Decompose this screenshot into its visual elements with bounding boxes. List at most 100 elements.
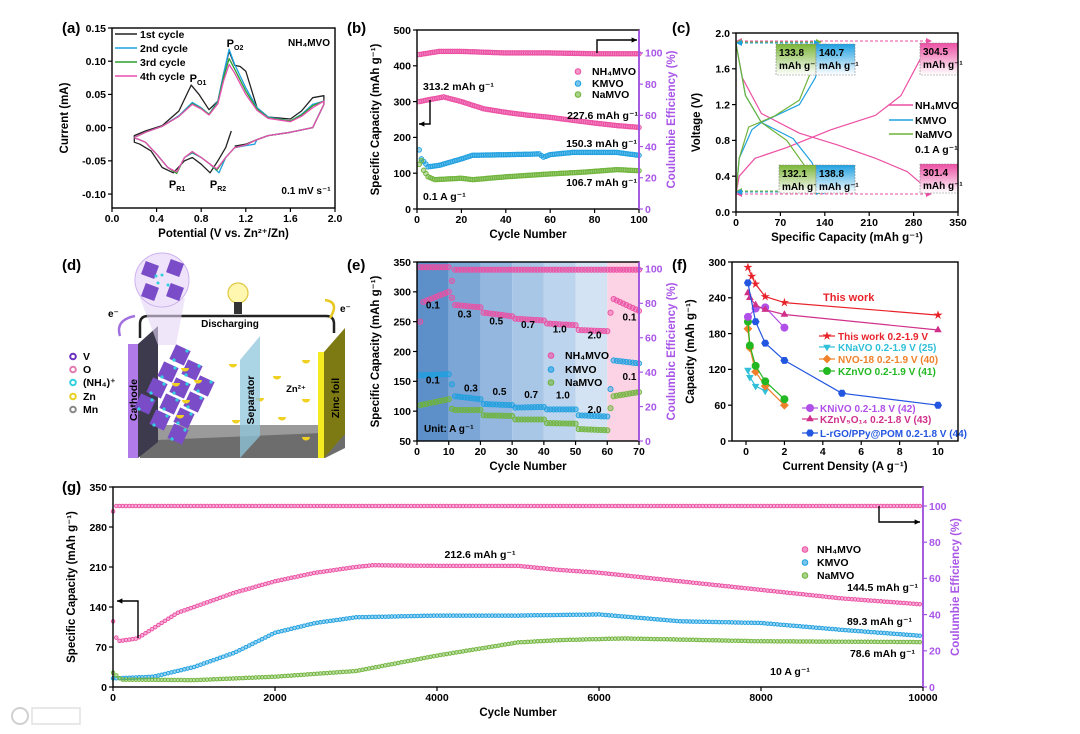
data-point-kznv-o-0-2-1-8-v-43 — [746, 293, 754, 300]
x-tick-label: 8 — [897, 446, 903, 458]
data-point-nh-mvo — [152, 624, 158, 630]
legend-item-nh-mvo: NH₄MVO — [574, 66, 636, 78]
panel-label: (g) — [62, 479, 81, 496]
y-tick-label: 100 — [393, 168, 411, 180]
rate-band-2 — [480, 262, 513, 441]
legend-label: NH₄MVO — [915, 100, 959, 112]
y-tick-label: 1.2 — [715, 99, 730, 111]
arrow-head — [926, 38, 932, 44]
data-point-nh-mvo — [604, 328, 611, 335]
callout-unit: mAh g⁻¹ — [819, 182, 859, 193]
legend-label: This work 0.2-1.9 V — [838, 332, 928, 343]
x-tick-label: 60 — [601, 446, 613, 458]
legend-item-1st-cycle: 1st cycle — [115, 29, 185, 41]
legend-label: L-rGO/PPy@POM 0.2-1.8 V (44) — [820, 429, 967, 440]
x-tick-label: 10 — [932, 446, 944, 458]
legend-item-knavo-0-2-1-9-v-25: KNaVO 0.2-1.9 V (25) — [819, 343, 936, 354]
data-point-kznv-o-0-2-1-8-v-43 — [780, 310, 789, 317]
callout-box — [815, 164, 856, 194]
rate-label: 0.3 — [458, 309, 472, 320]
rate-band-1 — [448, 262, 481, 441]
legend-label: KMVO — [915, 115, 947, 127]
data-point-nh-mvo — [114, 635, 119, 640]
rate-label: 0.1 — [426, 376, 440, 387]
data-point-nh-mvo-ce — [629, 266, 636, 273]
data-point-nh-mvo — [420, 298, 427, 306]
y-tick-label: 0.00 — [86, 122, 107, 134]
series-line-nh-mvo-charge — [735, 43, 930, 195]
magnifier-cone — [140, 298, 185, 345]
legend-marker — [574, 80, 582, 87]
ammonium-dot — [173, 366, 177, 370]
zinc-ion — [302, 437, 318, 441]
legend-marker — [806, 429, 814, 437]
data-point-namvo — [917, 639, 923, 645]
ammonium-dot — [183, 428, 187, 432]
capacity-callout: 301.4 mAh g⁻¹ — [919, 163, 963, 194]
legend-item-4th-cycle: 4th cycle — [115, 71, 185, 83]
legend-item-l-rgo-ppy-pom-0-2-1-8-v-44: L-rGO/PPy@POM 0.2-1.8 V (44) — [802, 429, 967, 440]
y2-tick-label: 60 — [645, 333, 657, 345]
data-point-nh-mvo — [159, 620, 164, 626]
data-point-nh-mvo — [417, 318, 424, 325]
data-point-namvo — [114, 673, 119, 678]
data-point-namvo — [528, 416, 535, 423]
data-point-nh-mvo — [146, 628, 151, 634]
legend-label: NH₄MVO — [817, 544, 861, 556]
plot-frame — [735, 32, 959, 213]
x-tick-label: 2 — [781, 446, 787, 458]
zinc-foil-face — [324, 328, 345, 458]
y-tick-label: 0.15 — [86, 23, 107, 35]
data-point-namvo — [445, 396, 452, 403]
zinc-ion — [232, 420, 248, 424]
data-point-this-work-0-2-1-9-v — [747, 271, 757, 281]
data-point-nh-mvo — [432, 293, 440, 300]
x-axis-label: Potential (V vs. Zn²⁺/Zn) — [158, 228, 289, 240]
panel-label: (d) — [62, 257, 81, 274]
capacity-annotation: 106.7 mAh g⁻¹ — [566, 177, 637, 189]
data-point-l-rgo-ppy-pom-0-2-1-8-v-44 — [751, 318, 760, 326]
legend-item-kmvo: KMVO — [801, 557, 849, 569]
ammonium-dot — [209, 380, 213, 384]
x-tick-label: 1.6 — [283, 213, 298, 225]
data-point-this-work-0-2-1-9-v — [743, 262, 753, 272]
legend-marker — [547, 379, 555, 386]
data-point-nh-mvo-ce — [563, 266, 570, 273]
x-axis-label: Specific Capacity (mAh g⁻¹) — [771, 232, 923, 244]
y-tick-label: 1.6 — [715, 64, 730, 76]
y-tick-label: 150 — [393, 376, 411, 388]
legend-marker — [801, 572, 809, 579]
data-point-kmvo — [550, 406, 557, 413]
legend-item-2nd-cycle: 2nd cycle — [115, 43, 188, 55]
zinc-ion — [176, 415, 192, 419]
y2-tick-label: 60 — [929, 573, 941, 585]
legend-dot — [69, 405, 77, 414]
data-point-nh-mvo — [139, 633, 145, 638]
zinc-ion — [273, 376, 289, 380]
data-point-nh-mvo-ce — [616, 266, 624, 273]
data-point-namvo — [448, 405, 455, 412]
callout-value: 133.8 — [779, 48, 804, 59]
legend-item-namvo: NaMVO — [889, 129, 952, 141]
plot-frame — [731, 261, 959, 442]
rate-label: 1.0 — [556, 391, 570, 402]
panel-label: (a) — [62, 20, 80, 37]
x-tick-label: 60 — [544, 214, 556, 226]
x-tick-label: 0 — [743, 446, 749, 458]
legend-label: (NH₄)⁺ — [83, 377, 116, 389]
y2-axis-label: Coulumbie Efficiency (%) — [950, 518, 962, 656]
ammonium-dot — [197, 364, 201, 368]
electron-flow-left-arrow — [117, 314, 136, 337]
zinc-foil-edge — [318, 352, 324, 458]
legend-dot — [69, 378, 77, 387]
data-point-nh-mvo-ce — [585, 266, 592, 273]
y-tick-label: -0.05 — [82, 156, 106, 168]
y-tick-label: 0.0 — [715, 207, 730, 219]
legend-item-kmvo: KMVO — [889, 115, 947, 127]
legend-item-3rd-cycle: 3rd cycle — [115, 57, 186, 69]
legend-label: KNaVO 0.2-1.9 V (25) — [838, 343, 936, 354]
rate-label: 0.1 — [623, 312, 637, 323]
data-point-knavo-0-2-1-9-v-25 — [751, 383, 760, 391]
x-tick-label: 0 — [733, 217, 739, 229]
y-tick-label: 0 — [101, 682, 107, 694]
